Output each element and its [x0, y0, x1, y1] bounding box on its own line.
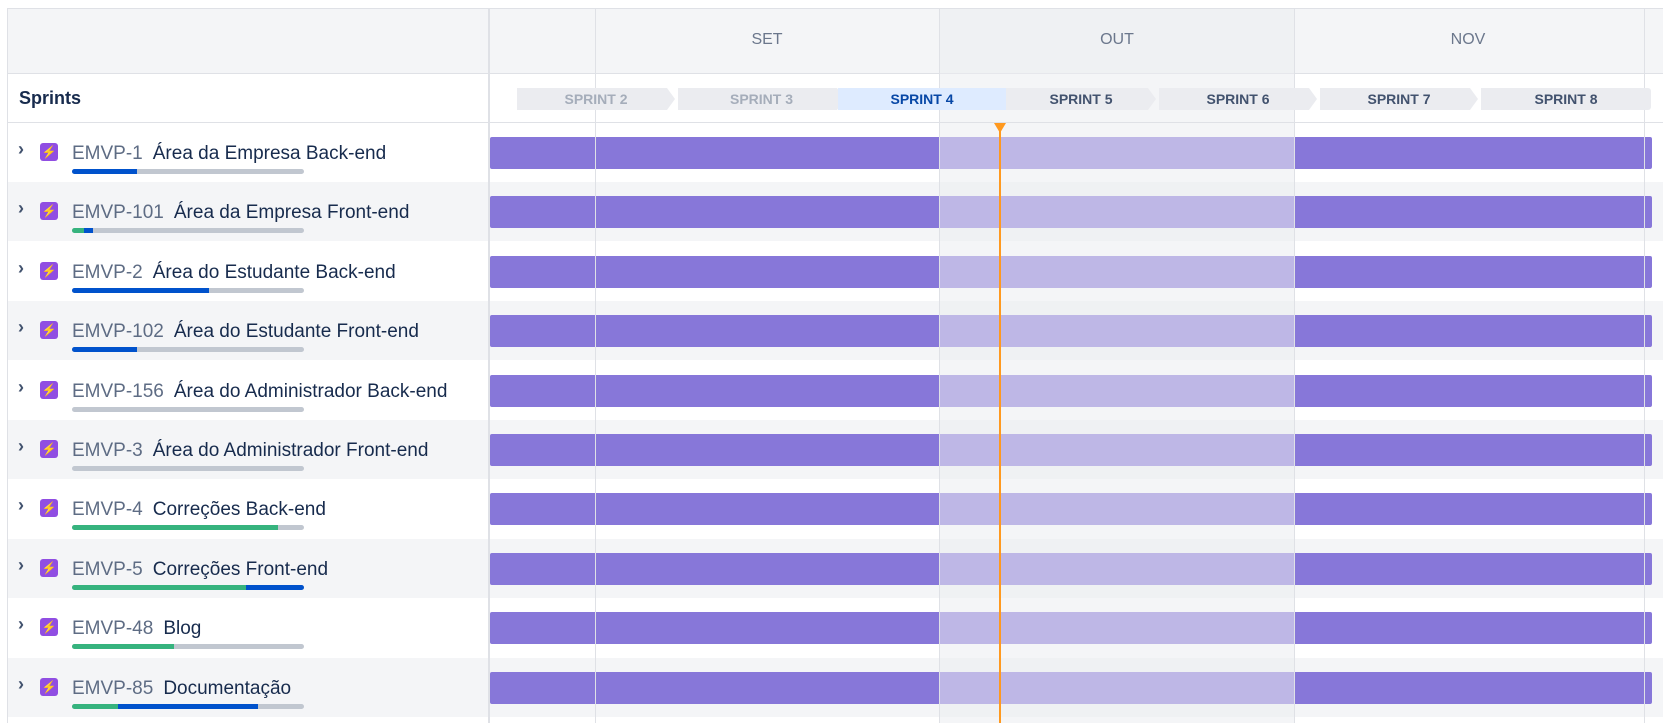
section-title: Sprints [19, 88, 82, 108]
epic-row[interactable]: › ⚡ EMVP-1 Área da Empresa Back-end [8, 123, 1663, 182]
chevron-right-icon[interactable]: › [18, 317, 24, 338]
progress-in-progress [118, 703, 258, 709]
progress-done [72, 703, 119, 709]
epic-title[interactable]: EMVP-3 Área do Administrador Front-end [72, 440, 428, 462]
epic-title[interactable]: EMVP-48 Blog [72, 618, 201, 640]
epic-name[interactable]: Área da Empresa Front-end [173, 202, 410, 224]
epic-row[interactable]: › ⚡ EMVP-156 Área do Administrador Back-end [8, 361, 1663, 420]
chevron-right-icon[interactable]: › [18, 554, 24, 575]
epic-lightning-icon: ⚡ [40, 618, 58, 637]
sprint-4[interactable]: SPRINT 4 [838, 88, 1006, 110]
left-panel-header [8, 9, 488, 74]
epic-row[interactable]: › ⚡ EMVP-48 Blog [8, 598, 1663, 657]
epic-title[interactable]: EMVP-2 Área do Estudante Back-end [72, 262, 396, 284]
epic-name[interactable]: Área do Administrador Back-end [173, 380, 448, 402]
epic-progress-bar [72, 406, 304, 412]
sprint-7[interactable]: SPRINT 7 [1320, 88, 1478, 110]
grid-line [1644, 9, 1645, 723]
progress-in-progress [246, 584, 304, 590]
epic-name[interactable]: Área do Administrador Front-end [152, 440, 429, 461]
epic-title[interactable]: EMVP-85 Documentação [72, 678, 291, 700]
sprint-8[interactable]: SPRINT 8 [1481, 88, 1651, 110]
epic-key[interactable]: EMVP-101 [72, 202, 164, 224]
chevron-right-icon[interactable]: › [18, 614, 24, 635]
epic-lightning-icon: ⚡ [40, 261, 58, 280]
epic-key[interactable]: EMVP-48 [72, 618, 154, 640]
progress-in-progress [72, 169, 137, 174]
sprint-3[interactable]: SPRINT 3 [678, 88, 845, 110]
epic-progress-bar [72, 466, 304, 471]
epic-lightning-icon: ⚡ [40, 321, 58, 340]
progress-done [72, 228, 84, 234]
sprint-5[interactable]: SPRINT 5 [1006, 88, 1156, 110]
epic-title[interactable]: EMVP-101 Área da Empresa Front-end [72, 202, 409, 224]
month-label-nov: NOV [1450, 31, 1486, 48]
grid-line [939, 9, 940, 723]
progress-done [72, 584, 246, 590]
epic-key[interactable]: EMVP-4 [72, 499, 143, 521]
epic-key[interactable]: EMVP-156 [72, 380, 164, 402]
epic-title[interactable]: EMVP-5 Correções Front-end [72, 559, 328, 581]
epic-name[interactable]: Área do Estudante Front-end [173, 321, 419, 343]
chevron-right-icon[interactable]: › [18, 495, 24, 516]
chevron-right-icon[interactable]: › [18, 198, 24, 219]
epic-progress-bar [72, 525, 304, 531]
month-label-out: OUT [1100, 31, 1134, 48]
progress-done [72, 525, 279, 531]
epic-key[interactable]: EMVP-1 [72, 143, 143, 164]
grid-line [595, 9, 596, 723]
progress-done [72, 644, 175, 650]
epic-name[interactable]: Área da Empresa Back-end [152, 143, 387, 164]
month-label-set: SET [751, 31, 783, 48]
epic-key[interactable]: EMVP-3 [72, 440, 143, 461]
sprint-band: SPRINT 2 SPRINT 3 SPRINT 4 SPRINT 5 SPRI… [490, 74, 1663, 123]
grid-line [1294, 9, 1295, 723]
roadmap-frame: Sprints › ⚡ EMVP-1 Área da Empresa Back-end… [7, 8, 1663, 723]
epic-row[interactable]: › ⚡ EMVP-2 Área do Estudante Back-end [8, 242, 1663, 301]
epic-progress-bar [72, 584, 304, 590]
epic-key[interactable]: EMVP-5 [72, 558, 143, 580]
chevron-right-icon[interactable]: › [18, 376, 24, 397]
epic-key[interactable]: EMVP-102 [72, 321, 164, 343]
sprints-header: Sprints [8, 74, 488, 123]
epic-progress-bar [72, 169, 304, 174]
epic-name[interactable]: Correções Back-end [152, 499, 326, 521]
epic-title[interactable]: EMVP-156 Área do Administrador Back-end [72, 381, 447, 403]
epic-lightning-icon: ⚡ [40, 143, 58, 161]
chevron-right-icon[interactable]: › [18, 673, 24, 694]
panel-divider[interactable] [488, 9, 490, 723]
epic-lightning-icon: ⚡ [40, 499, 58, 518]
epic-name[interactable]: Área do Estudante Back-end [152, 261, 396, 283]
epic-title[interactable]: EMVP-4 Correções Back-end [72, 499, 326, 521]
chevron-right-icon[interactable]: › [18, 436, 24, 456]
epic-title[interactable]: EMVP-1 Área da Empresa Back-end [72, 143, 386, 165]
progress-in-progress [72, 287, 209, 293]
epic-row[interactable]: › ⚡ EMVP-4 Correções Back-end [8, 479, 1663, 538]
epic-key[interactable]: EMVP-2 [72, 261, 143, 283]
epic-lightning-icon: ⚡ [40, 440, 58, 458]
epic-lightning-icon: ⚡ [40, 677, 58, 696]
epic-progress-bar [72, 644, 304, 650]
epic-lightning-icon: ⚡ [40, 202, 58, 221]
epic-name[interactable]: Documentação [163, 677, 292, 699]
progress-in-progress [83, 228, 93, 234]
epic-key[interactable]: EMVP-85 [72, 677, 154, 699]
chevron-right-icon[interactable]: › [18, 257, 24, 278]
sprint-2[interactable]: SPRINT 2 [517, 88, 675, 110]
epic-name[interactable]: Correções Front-end [152, 558, 329, 580]
epic-lightning-icon: ⚡ [40, 380, 58, 399]
today-line [999, 123, 1001, 723]
epic-progress-bar [72, 347, 304, 353]
progress-in-progress [72, 347, 137, 353]
epic-title[interactable]: EMVP-102 Área do Estudante Front-end [72, 321, 419, 343]
epic-name[interactable]: Blog [163, 618, 202, 640]
epic-progress-bar [72, 703, 304, 709]
sprint-6[interactable]: SPRINT 6 [1159, 88, 1317, 110]
today-marker-icon [994, 123, 1006, 133]
epic-lightning-icon: ⚡ [40, 558, 58, 577]
epic-progress-bar [72, 287, 304, 293]
epic-progress-bar [72, 228, 304, 234]
chevron-right-icon[interactable]: › [18, 139, 24, 159]
